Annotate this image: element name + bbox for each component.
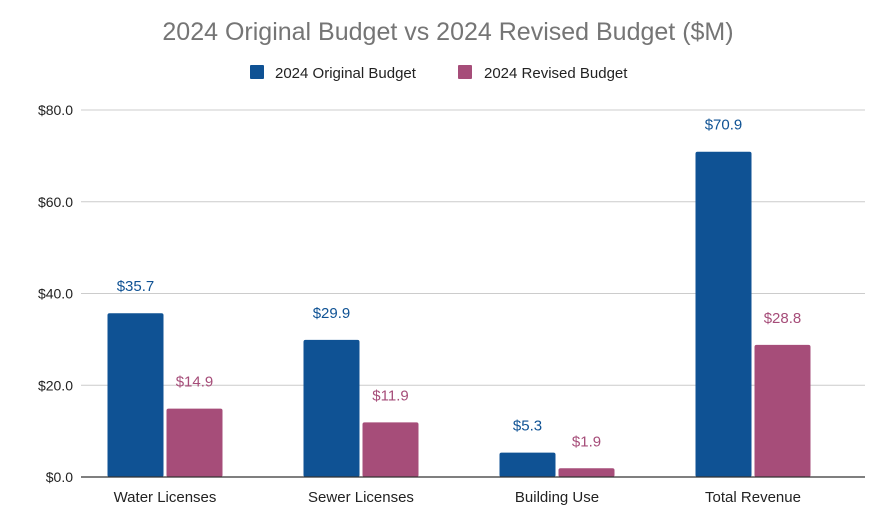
legend: 2024 Original Budget 2024 Revised Budget [250,65,628,82]
data-labels: $35.7 $29.9 $5.3 $70.9 $14.9 $11.9 $1.9 $28.8 [117,117,802,451]
data-label: $35.7 [117,278,155,295]
x-category-label: Water Licenses [114,489,217,506]
legend-swatch [250,65,264,79]
bar-original [499,452,556,477]
bar-original [695,151,752,477]
data-label: $29.9 [313,305,351,322]
bar-original [303,339,360,477]
bar-revised [754,344,811,477]
bar-revised [362,422,419,477]
bar-original [107,313,164,477]
chart-title: 2024 Original Budget vs 2024 Revised Bud… [162,18,733,46]
y-tick-label: $80.0 [38,102,73,118]
x-category-label: Building Use [515,489,599,506]
data-label: $28.8 [764,310,802,327]
bars [107,151,811,477]
data-label: $5.3 [513,418,542,435]
bar-revised [558,468,615,477]
x-category-label: Sewer Licenses [308,489,414,506]
legend-label: 2024 Revised Budget [484,65,628,82]
data-label: $70.9 [705,117,743,134]
data-label: $11.9 [372,387,408,404]
bar-revised [166,408,223,477]
x-category-label: Total Revenue [705,489,801,506]
x-axis-categories: Water Licenses Sewer Licenses Building Use… [114,489,801,506]
y-tick-label: $0.0 [46,469,73,485]
data-label: $1.9 [572,433,601,450]
data-label: $14.9 [176,374,214,391]
y-tick-label: $40.0 [38,286,73,302]
legend-item[interactable]: 2024 Original Budget [250,65,417,82]
legend-swatch [458,65,472,79]
legend-label: 2024 Original Budget [275,65,417,82]
legend-item[interactable]: 2024 Revised Budget [458,65,628,82]
y-axis-ticks: $0.0 $20.0 $40.0 $60.0 $80.0 [38,102,73,485]
y-tick-label: $20.0 [38,377,73,393]
y-tick-label: $60.0 [38,194,73,210]
